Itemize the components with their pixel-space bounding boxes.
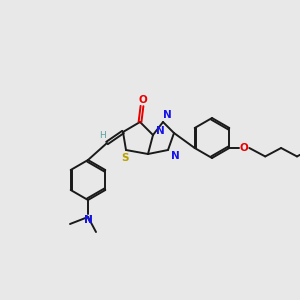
Text: N: N [84, 215, 92, 225]
Text: O: O [240, 143, 249, 153]
Text: N: N [171, 151, 179, 161]
Text: N: N [156, 126, 164, 136]
Text: N: N [84, 215, 92, 225]
Text: H: H [99, 131, 105, 140]
Text: S: S [121, 153, 129, 163]
Text: N: N [163, 110, 171, 120]
Text: O: O [139, 95, 147, 105]
